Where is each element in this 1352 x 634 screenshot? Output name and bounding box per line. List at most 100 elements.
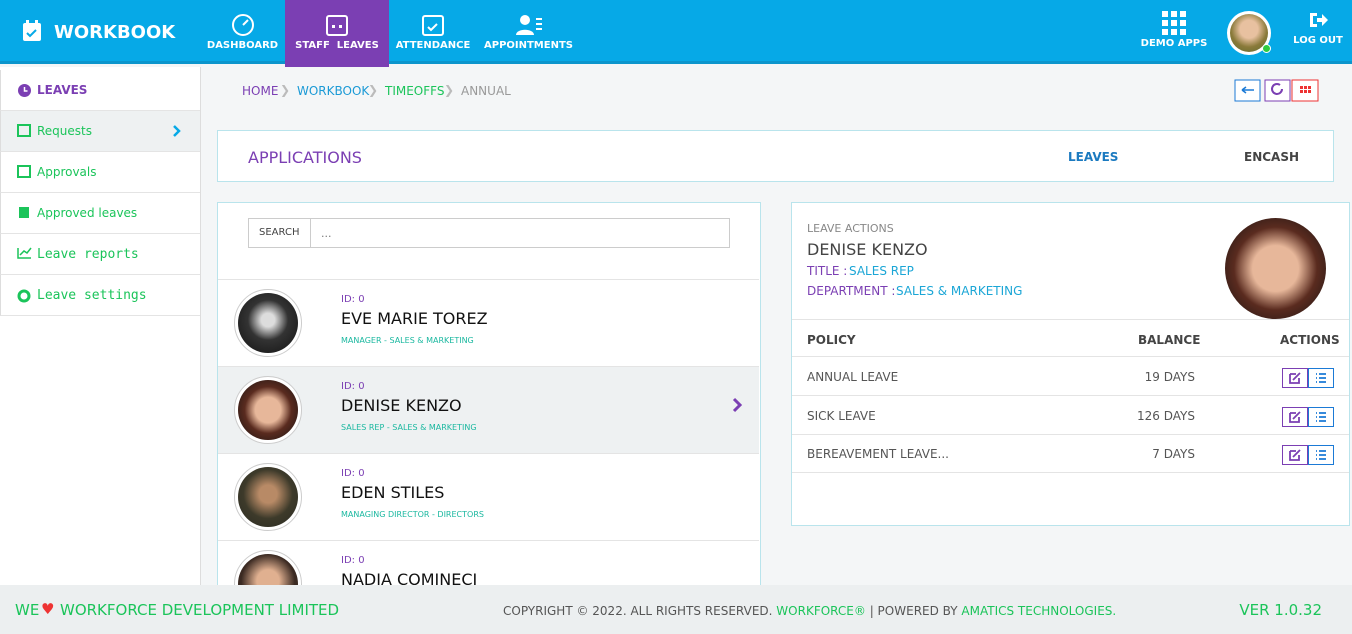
staff-id: ID: 0 bbox=[341, 294, 365, 305]
edit-button[interactable] bbox=[1282, 368, 1308, 388]
nav-item[interactable]: APPOINTMENTS bbox=[484, 40, 573, 51]
toolbar[interactable] bbox=[1234, 79, 1322, 103]
footer-company: WORKFORCE DEVELOPMENT LIMITED bbox=[60, 601, 340, 619]
icon-path bbox=[1316, 412, 1326, 422]
policy: BEREAVEMENT LEAVE... bbox=[807, 447, 949, 461]
breadcrumb-item: ANNUAL bbox=[461, 84, 511, 98]
sidebar-title: LEAVES bbox=[0, 70, 200, 111]
nav-item[interactable]: DASHBOARD bbox=[206, 40, 279, 51]
policy: ANNUAL LEAVE bbox=[807, 370, 899, 384]
logout-icon[interactable] bbox=[1308, 11, 1328, 29]
sidebar-item[interactable]: Approved leaves bbox=[0, 193, 200, 234]
table-row: BEREAVEMENT LEAVE... 7 DAYS bbox=[792, 434, 1349, 473]
staff-panel: SEARCH ... ID: 0 EVE MARIE TOREZ MANAGER… bbox=[217, 202, 761, 602]
applications-bar: APPLICATIONS LEAVES ENCASH bbox=[217, 130, 1334, 182]
section-title: APPLICATIONS bbox=[248, 148, 362, 167]
heart-icon: ♥ bbox=[41, 600, 55, 618]
tab[interactable]: ENCASH bbox=[1244, 150, 1300, 164]
sidebar-item[interactable]: Requests bbox=[0, 111, 200, 152]
employee-name: DENISE KENZO bbox=[807, 240, 928, 259]
title-label: TITLE : bbox=[807, 264, 848, 278]
staff-row[interactable]: ID: 0 EVE MARIE TOREZ MANAGER - SALES & … bbox=[218, 279, 759, 366]
staff-id: ID: 0 bbox=[341, 555, 365, 566]
breadcrumb-item[interactable]: WORKBOOK bbox=[297, 84, 370, 98]
table-row: ANNUAL LEAVE 19 DAYS bbox=[792, 356, 1349, 395]
icon-path bbox=[1289, 411, 1301, 423]
staff-name: DENISE KENZO bbox=[341, 396, 462, 415]
footer-brand: WORKFORCE® bbox=[776, 604, 866, 618]
sidebar-item[interactable]: Leave reports bbox=[0, 234, 200, 275]
logout[interactable]: LOG OUT bbox=[1293, 35, 1343, 46]
button-icon bbox=[1316, 450, 1326, 460]
sidebar-item[interactable]: Approvals bbox=[0, 152, 200, 193]
balance: 19 DAYS bbox=[1144, 370, 1195, 384]
panel-label: LEAVE ACTIONS bbox=[807, 222, 894, 235]
search-label: SEARCH bbox=[248, 218, 311, 248]
copyright: COPYRIGHT © 2022. ALL RIGHTS RESERVED. bbox=[503, 604, 773, 618]
staff-role: MANAGER - SALES & MARKETING bbox=[341, 336, 474, 345]
column-header: POLICY bbox=[807, 333, 856, 347]
balance: 7 DAYS bbox=[1152, 447, 1195, 461]
search-input[interactable]: ... bbox=[310, 218, 730, 248]
footer-credits: COPYRIGHT © 2022. ALL RIGHTS RESERVED. W… bbox=[503, 604, 1116, 618]
nav-item[interactable]: ATTENDANCE bbox=[395, 40, 471, 51]
apps-icon[interactable] bbox=[1162, 11, 1186, 35]
edit-button[interactable] bbox=[1282, 407, 1308, 427]
column-header: ACTIONS bbox=[1280, 333, 1340, 347]
employee-title: SALES REP bbox=[849, 264, 914, 278]
button-icon bbox=[1316, 373, 1326, 383]
staff-name: EVE MARIE TOREZ bbox=[341, 309, 488, 328]
staff-avatar bbox=[234, 463, 302, 531]
staff-role: SALES REP - SALES & MARKETING bbox=[341, 423, 477, 432]
button-icon bbox=[1289, 449, 1301, 461]
edit-button[interactable] bbox=[1282, 445, 1308, 465]
column-header: BALANCE bbox=[1138, 333, 1201, 347]
staff-row-selected[interactable]: ID: 0 DENISE KENZO SALES REP - SALES & M… bbox=[218, 366, 759, 453]
powered-by: | POWERED BY bbox=[869, 604, 958, 618]
staff-name: EDEN STILES bbox=[341, 483, 445, 502]
sidebar-item[interactable]: Leave settings bbox=[0, 275, 200, 316]
icon-path bbox=[1316, 373, 1326, 383]
brand-icon bbox=[23, 20, 41, 41]
online-dot bbox=[1262, 44, 1271, 53]
table-row: SICK LEAVE 126 DAYS bbox=[792, 395, 1349, 434]
nav-item-active[interactable]: STAFF LEAVES bbox=[285, 0, 389, 67]
nav-icon bbox=[516, 15, 542, 35]
employee-photo bbox=[1225, 218, 1326, 319]
staff-row[interactable]: ID: 0 EDEN STILES MANAGING DIRECTOR - DI… bbox=[218, 453, 759, 540]
balance: 126 DAYS bbox=[1137, 409, 1195, 423]
clock-icon bbox=[18, 84, 31, 97]
demo-apps[interactable]: DEMO APPS bbox=[1140, 38, 1208, 49]
tab-active[interactable]: LEAVES bbox=[1068, 150, 1119, 164]
chevron bbox=[732, 397, 743, 413]
staff-avatar bbox=[234, 289, 302, 357]
breadcrumb-item[interactable]: HOME bbox=[242, 84, 279, 98]
footer-we: WE bbox=[15, 601, 40, 619]
list-button[interactable] bbox=[1308, 407, 1334, 427]
staff-name: NADIA COMINECI bbox=[341, 570, 478, 589]
department-label: DEPARTMENT : bbox=[807, 284, 896, 298]
icon-path bbox=[1316, 450, 1326, 460]
breadcrumb-separator: ❯ bbox=[368, 83, 379, 97]
version: VER 1.0.32 bbox=[1239, 601, 1322, 619]
list-button[interactable] bbox=[1308, 445, 1334, 465]
button-icon bbox=[1289, 372, 1301, 384]
breadcrumb-separator: ❯ bbox=[444, 83, 455, 97]
breadcrumb-separator: ❯ bbox=[280, 83, 291, 97]
employee-department: SALES & MARKETING bbox=[896, 284, 1023, 298]
button-icon bbox=[1316, 412, 1326, 422]
nav-icon bbox=[232, 14, 254, 36]
staff-id: ID: 0 bbox=[341, 468, 365, 479]
list-button[interactable] bbox=[1308, 368, 1334, 388]
sidebar: LEAVES Requests Approvals Approved leave… bbox=[0, 67, 201, 585]
button-icon bbox=[1289, 411, 1301, 423]
vendor[interactable]: AMATICS TECHNOLOGIES. bbox=[961, 604, 1117, 618]
table-header: POLICY BALANCE ACTIONS bbox=[792, 319, 1349, 358]
staff-avatar bbox=[234, 376, 302, 444]
brand: WORKBOOK bbox=[54, 22, 176, 43]
breadcrumb-item[interactable]: TIMEOFFS bbox=[385, 84, 445, 98]
policy: SICK LEAVE bbox=[807, 409, 876, 423]
icon-path bbox=[1289, 372, 1301, 384]
